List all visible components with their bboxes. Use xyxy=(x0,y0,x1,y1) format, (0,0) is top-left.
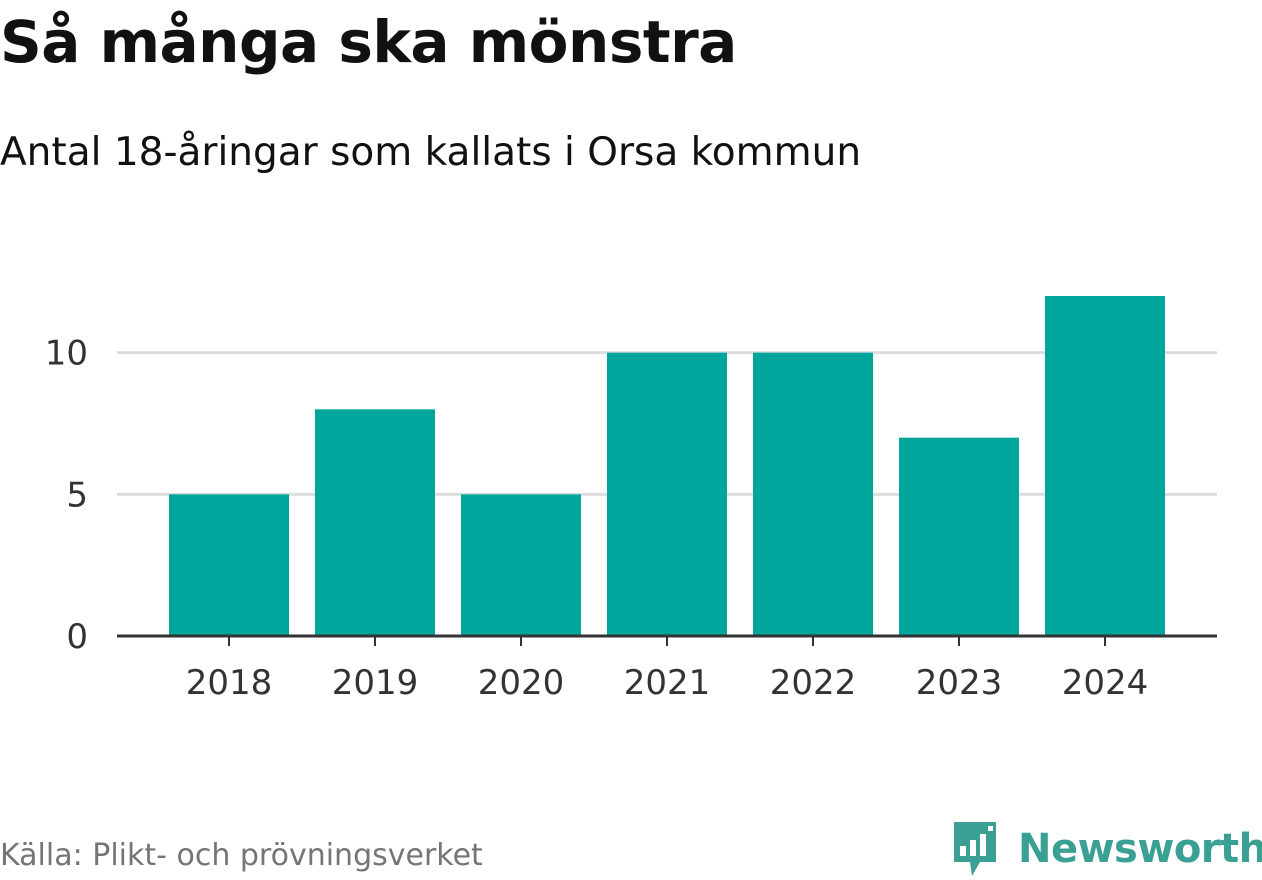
bar-chart-speech-bubble-icon xyxy=(954,822,996,876)
y-tick-label: 10 xyxy=(45,334,88,374)
bar xyxy=(1045,296,1165,636)
y-tick-label: 5 xyxy=(66,475,88,515)
x-tick-label: 2020 xyxy=(478,663,565,703)
bars xyxy=(169,296,1165,636)
x-tick-label: 2023 xyxy=(916,663,1003,703)
bar xyxy=(753,352,873,636)
x-axis xyxy=(117,634,1217,646)
brand-name: Newsworthy xyxy=(1018,826,1262,872)
bar xyxy=(315,409,435,636)
x-tick-label: 2019 xyxy=(332,663,419,703)
brand-logo: Newsworthy xyxy=(950,818,1262,880)
bar xyxy=(169,494,289,636)
x-tick-label: 2022 xyxy=(770,663,857,703)
x-tick-label: 2018 xyxy=(186,663,273,703)
x-tick-label: 2024 xyxy=(1062,663,1149,703)
source-note: Källa: Plikt- och prövningsverket xyxy=(0,838,483,873)
x-tick-label: 2021 xyxy=(624,663,711,703)
tick-labels: 0 5 10 2018 2019 2020 2021 2022 2023 2024 xyxy=(45,334,1149,703)
y-tick-label: 0 xyxy=(66,617,88,657)
bar xyxy=(461,494,581,636)
bar xyxy=(899,437,1019,636)
chart-subtitle: Antal 18-åringar som kallats i Orsa komm… xyxy=(0,130,862,175)
bar xyxy=(607,352,727,636)
chart-title: Så många ska mönstra xyxy=(0,8,737,76)
